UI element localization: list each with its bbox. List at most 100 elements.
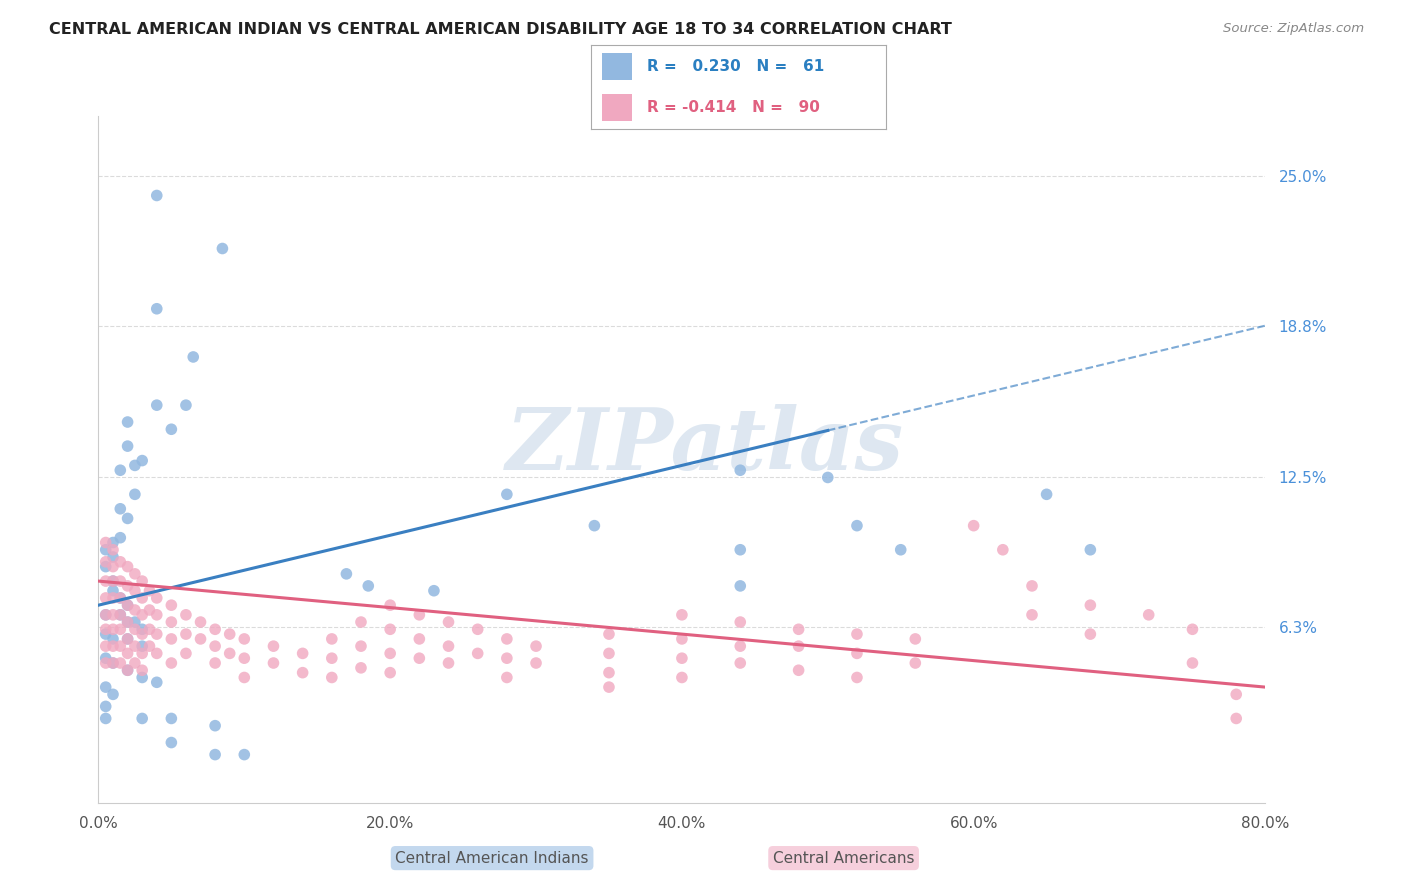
Text: Source: ZipAtlas.com: Source: ZipAtlas.com — [1223, 22, 1364, 36]
Point — [408, 632, 430, 646]
Point — [817, 470, 839, 484]
Point — [110, 591, 132, 605]
Point — [94, 535, 117, 549]
Point — [131, 639, 153, 653]
Point — [138, 603, 160, 617]
Point — [671, 651, 693, 665]
Point — [1080, 598, 1102, 612]
Point — [131, 622, 153, 636]
Point — [728, 639, 751, 653]
Point — [408, 607, 430, 622]
Point — [1181, 656, 1204, 670]
Point — [124, 566, 146, 581]
Point — [101, 656, 124, 670]
Point — [124, 583, 146, 598]
Point — [131, 711, 153, 725]
Point — [131, 453, 153, 467]
Point — [845, 518, 868, 533]
Point — [1225, 687, 1247, 701]
Point — [124, 615, 146, 629]
Point — [991, 542, 1014, 557]
Point — [181, 350, 204, 364]
Point — [262, 656, 284, 670]
Point — [117, 511, 139, 525]
Point — [787, 622, 810, 636]
Point — [124, 622, 146, 636]
Point — [728, 542, 751, 557]
Point — [94, 680, 117, 694]
Point — [524, 639, 547, 653]
Point — [110, 607, 132, 622]
Point — [1080, 627, 1102, 641]
Point — [233, 747, 256, 762]
Point — [728, 463, 751, 477]
Point — [495, 487, 517, 501]
Point — [321, 632, 343, 646]
Point — [101, 583, 124, 598]
Point — [101, 632, 124, 646]
Point — [146, 675, 169, 690]
Text: ZIPatlas: ZIPatlas — [506, 404, 904, 487]
Point — [218, 627, 240, 641]
Point — [110, 555, 132, 569]
Point — [110, 531, 132, 545]
Point — [94, 651, 117, 665]
Point — [160, 735, 183, 749]
Point — [117, 632, 139, 646]
Point — [124, 656, 146, 670]
Point — [94, 699, 117, 714]
Point — [110, 639, 132, 653]
Point — [117, 598, 139, 612]
Bar — [602, 54, 631, 80]
Point — [101, 591, 124, 605]
Point — [467, 622, 489, 636]
Point — [378, 665, 402, 680]
Point — [467, 646, 489, 660]
Point — [728, 656, 751, 670]
Point — [904, 632, 927, 646]
Point — [204, 747, 226, 762]
Point — [131, 591, 153, 605]
Point — [131, 607, 153, 622]
Point — [94, 622, 117, 636]
Point — [160, 598, 183, 612]
Point — [1080, 542, 1102, 557]
Point — [321, 651, 343, 665]
Point — [218, 646, 240, 660]
Point — [124, 639, 146, 653]
Point — [131, 671, 153, 685]
Point — [94, 607, 117, 622]
Point — [728, 579, 751, 593]
Point — [378, 646, 402, 660]
Point — [845, 671, 868, 685]
Point — [117, 663, 139, 677]
Point — [101, 622, 124, 636]
Point — [378, 622, 402, 636]
Point — [117, 579, 139, 593]
Point — [190, 615, 212, 629]
Point — [845, 646, 868, 660]
Point — [94, 607, 117, 622]
Point — [350, 661, 373, 675]
Point — [117, 415, 139, 429]
Point — [437, 639, 460, 653]
Point — [671, 632, 693, 646]
Point — [495, 671, 517, 685]
Point — [146, 188, 169, 202]
Point — [233, 632, 256, 646]
Point — [101, 574, 124, 588]
Point — [101, 656, 124, 670]
Point — [423, 583, 446, 598]
Point — [1137, 607, 1160, 622]
Point — [598, 627, 620, 641]
Point — [962, 518, 984, 533]
Point — [787, 663, 810, 677]
Bar — [602, 94, 631, 120]
Point — [291, 665, 314, 680]
Point — [117, 439, 139, 453]
Point — [146, 591, 169, 605]
Point — [1021, 579, 1043, 593]
Point — [146, 301, 169, 316]
Point — [321, 671, 343, 685]
Point — [94, 639, 117, 653]
